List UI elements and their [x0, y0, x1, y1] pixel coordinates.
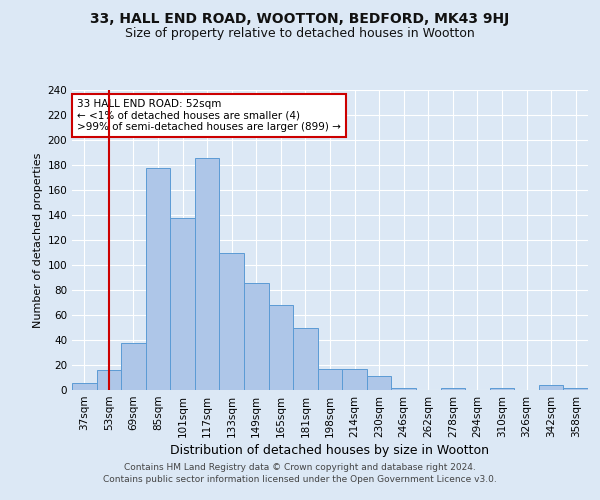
X-axis label: Distribution of detached houses by size in Wootton: Distribution of detached houses by size …	[170, 444, 490, 457]
Bar	[220, 252, 244, 390]
Bar	[121, 342, 146, 390]
Bar	[269, 305, 293, 390]
Y-axis label: Number of detached properties: Number of detached properties	[33, 152, 43, 328]
Bar	[563, 388, 588, 390]
Text: Size of property relative to detached houses in Wootton: Size of property relative to detached ho…	[125, 28, 475, 40]
Bar	[97, 370, 121, 390]
Bar	[293, 328, 318, 390]
Bar	[170, 218, 195, 390]
Bar	[539, 385, 563, 390]
Text: 33, HALL END ROAD, WOOTTON, BEDFORD, MK43 9HJ: 33, HALL END ROAD, WOOTTON, BEDFORD, MK4…	[91, 12, 509, 26]
Text: Contains HM Land Registry data © Crown copyright and database right 2024.: Contains HM Land Registry data © Crown c…	[124, 464, 476, 472]
Bar	[318, 369, 342, 390]
Bar	[367, 376, 391, 390]
Bar	[72, 382, 97, 390]
Bar	[440, 388, 465, 390]
Bar	[391, 388, 416, 390]
Bar	[490, 388, 514, 390]
Bar	[244, 282, 269, 390]
Bar	[146, 168, 170, 390]
Bar	[342, 369, 367, 390]
Text: Contains public sector information licensed under the Open Government Licence v3: Contains public sector information licen…	[103, 475, 497, 484]
Bar	[195, 158, 220, 390]
Text: 33 HALL END ROAD: 52sqm
← <1% of detached houses are smaller (4)
>99% of semi-de: 33 HALL END ROAD: 52sqm ← <1% of detache…	[77, 99, 341, 132]
